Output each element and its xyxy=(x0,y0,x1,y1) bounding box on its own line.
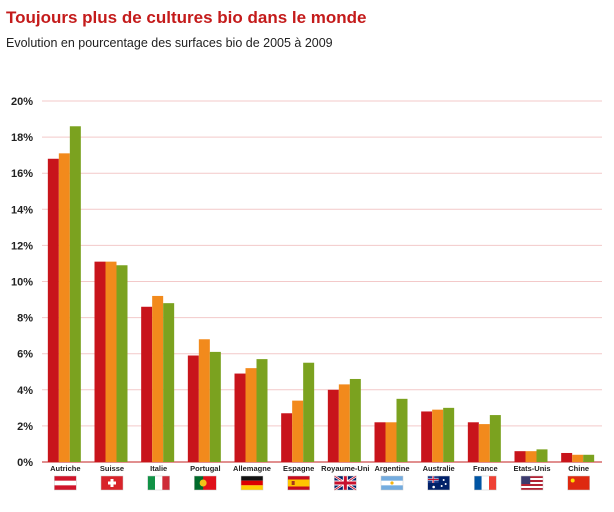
chart-title: Toujours plus de cultures bio dans le mo… xyxy=(6,8,367,27)
y-tick-label: 12% xyxy=(11,240,33,252)
x-tick-label: France xyxy=(473,464,498,473)
y-tick-label: 10% xyxy=(11,277,33,289)
bar xyxy=(245,368,257,462)
bar xyxy=(141,306,153,462)
france-flag xyxy=(474,475,497,491)
bar xyxy=(152,295,164,462)
y-tick-label: 0% xyxy=(17,457,33,469)
y-tick-label: 2% xyxy=(17,421,33,433)
bar xyxy=(187,355,199,462)
x-tick-label: Suisse xyxy=(100,464,124,473)
bar xyxy=(561,452,573,462)
x-tick-label: Allemagne xyxy=(233,464,271,473)
bar xyxy=(583,454,595,462)
bar xyxy=(338,384,350,462)
x-tick-label: Chine xyxy=(568,464,589,473)
bar xyxy=(209,351,221,462)
bar xyxy=(292,400,304,462)
bar xyxy=(234,373,246,462)
bar xyxy=(327,389,339,462)
bar xyxy=(105,261,117,462)
y-tick-label: 14% xyxy=(11,204,33,216)
y-tick-label: 8% xyxy=(17,313,33,325)
x-tick-label: Espagne xyxy=(283,464,314,473)
x-tick-label: Etats-Unis xyxy=(513,464,550,473)
united-kingdom-flag xyxy=(333,474,358,492)
bar xyxy=(94,261,106,462)
bar xyxy=(281,413,293,462)
portugal-flag xyxy=(194,475,217,491)
bar xyxy=(432,409,444,462)
bar xyxy=(536,449,548,462)
bar xyxy=(374,422,386,462)
china-flag xyxy=(567,475,590,491)
switzerland-flag xyxy=(100,475,124,491)
bar xyxy=(489,415,501,462)
bar xyxy=(303,362,315,462)
y-tick-label: 4% xyxy=(17,385,33,397)
y-tick-label: 18% xyxy=(11,132,33,144)
x-tick-label: Autriche xyxy=(50,464,80,473)
y-tick-label: 16% xyxy=(11,168,33,180)
united-states-flag xyxy=(520,475,544,491)
bar xyxy=(572,454,584,462)
bar xyxy=(198,339,210,462)
spain-flag xyxy=(287,475,310,491)
bar xyxy=(478,424,490,462)
y-tick-label: 20% xyxy=(11,96,33,108)
x-tick-label: Portugal xyxy=(190,464,220,473)
bar xyxy=(116,265,128,462)
x-tick-label: Australie xyxy=(423,464,455,473)
bar xyxy=(163,303,175,462)
bar xyxy=(69,126,81,463)
bar xyxy=(256,359,268,462)
bar xyxy=(396,398,408,462)
y-tick-label: 6% xyxy=(17,349,33,361)
bar xyxy=(443,407,455,462)
germany-flag xyxy=(240,475,264,491)
bar xyxy=(421,411,433,462)
bar xyxy=(349,378,361,462)
bar xyxy=(47,158,59,462)
austria-flag xyxy=(54,475,77,491)
argentina-flag xyxy=(380,475,404,491)
x-tick-label: Italie xyxy=(150,464,167,473)
bar xyxy=(467,422,479,462)
bar xyxy=(58,153,70,462)
x-tick-label: Argentine xyxy=(374,464,409,473)
bar xyxy=(525,451,537,462)
australia-flag xyxy=(427,475,450,491)
chart-subtitle: Evolution en pourcentage des surfaces bi… xyxy=(6,36,333,50)
bar xyxy=(385,422,397,462)
x-tick-label: Royaume-Uni xyxy=(321,464,369,473)
italy-flag xyxy=(147,475,170,491)
bar xyxy=(514,451,526,462)
